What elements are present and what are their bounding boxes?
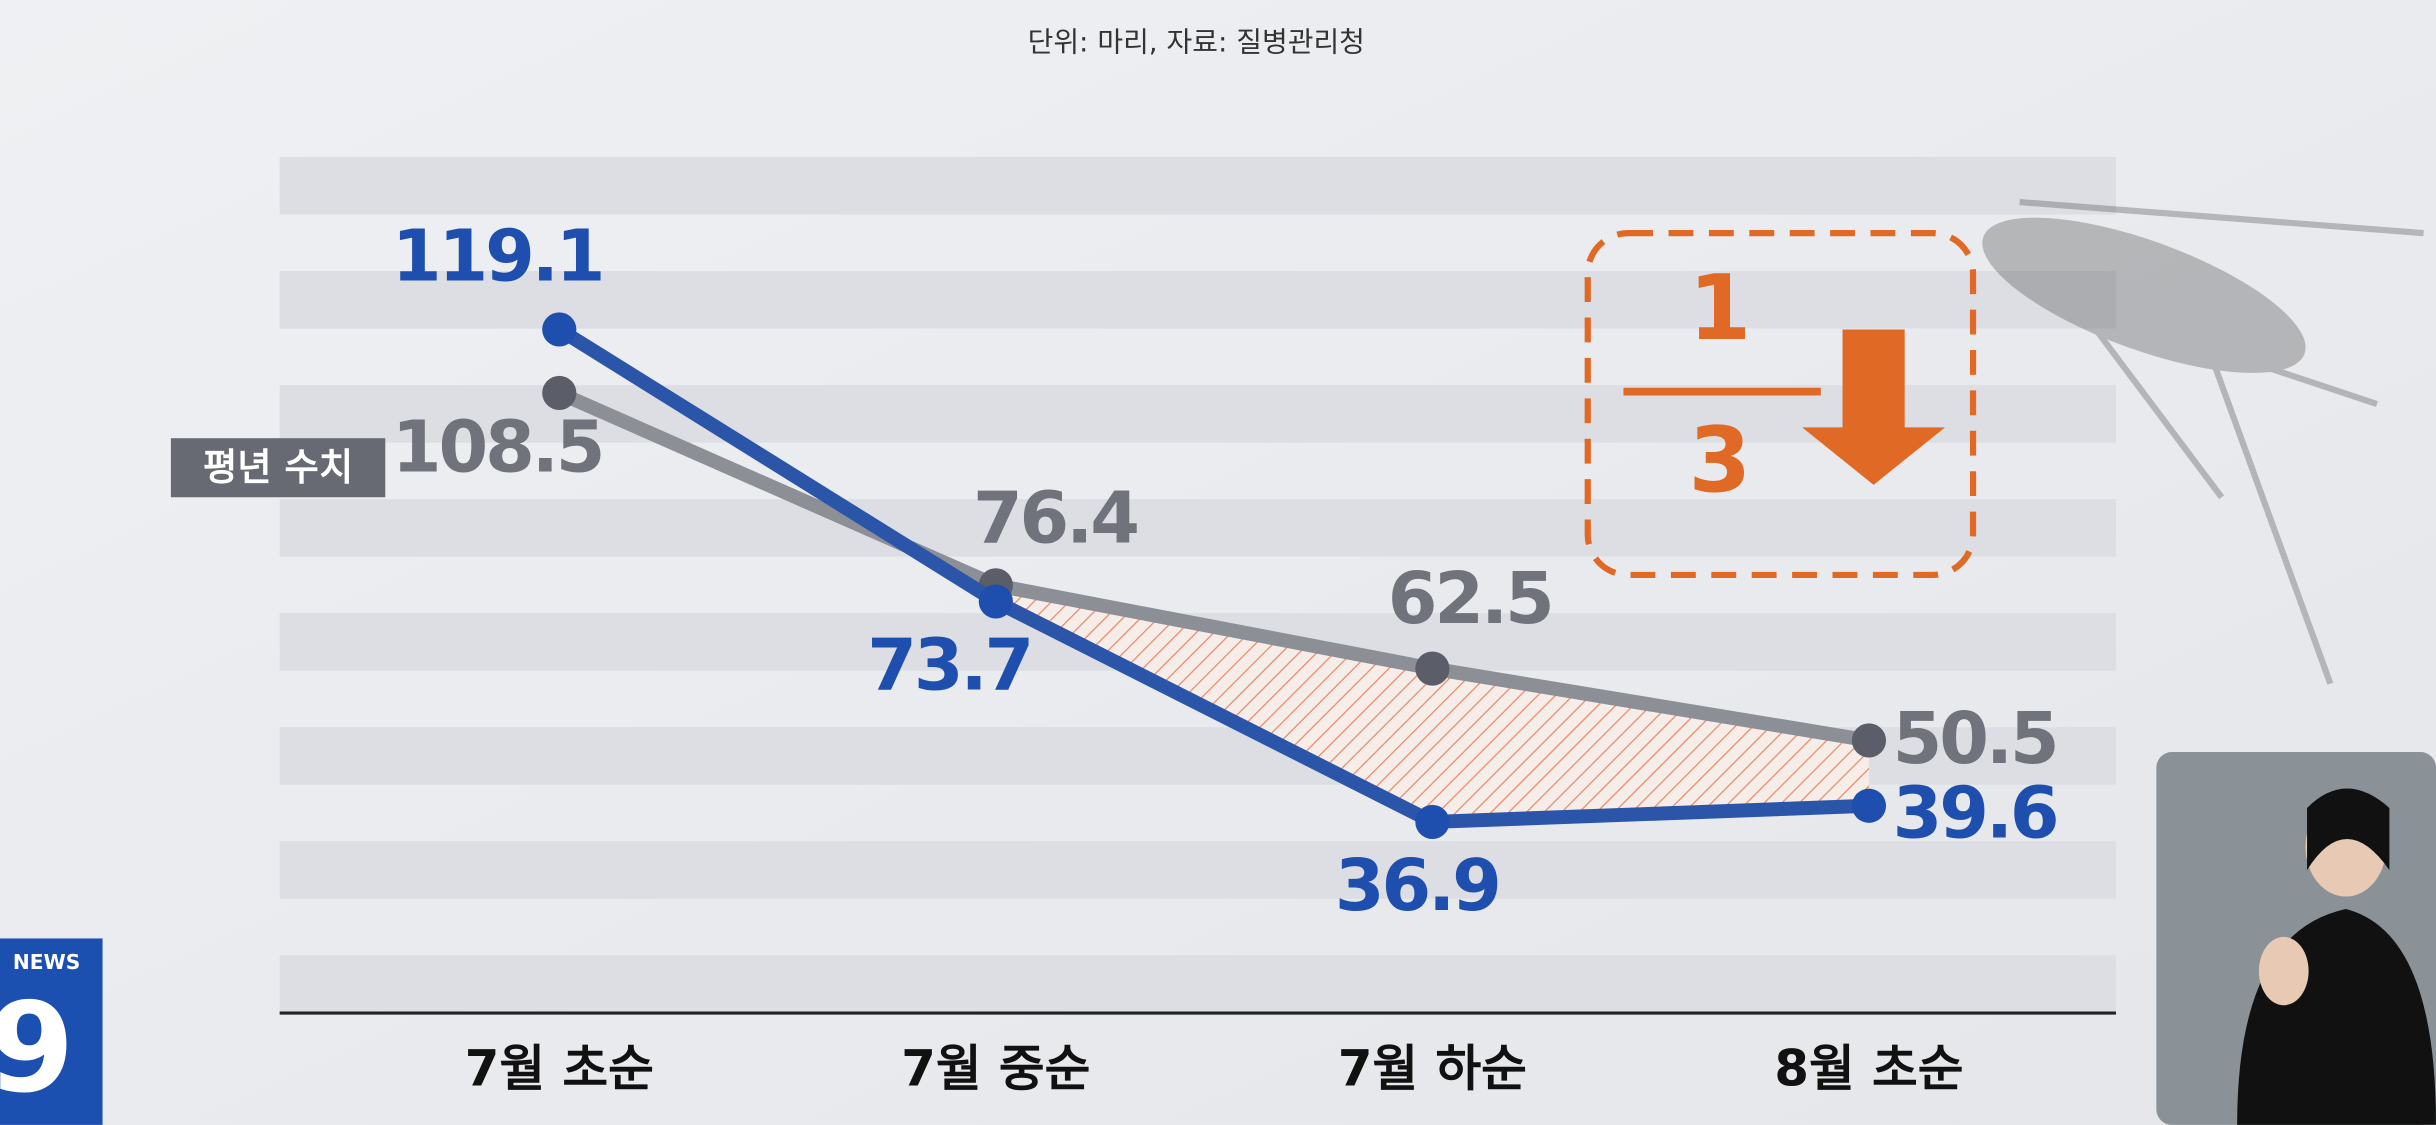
line <box>556 386 1871 748</box>
point <box>1851 723 1887 758</box>
sign-interpreter <box>2156 752 2436 1125</box>
data-label: 108.5 <box>392 406 602 489</box>
line <box>555 323 1870 829</box>
point <box>1851 788 1887 823</box>
interpreter-hair <box>2307 788 2390 871</box>
x-tick-label: 8월 초순 <box>1774 1040 1963 1098</box>
point <box>542 375 577 411</box>
down-arrow <box>1802 329 1946 485</box>
stripe <box>279 499 2116 557</box>
data-label: 73.7 <box>867 623 1031 706</box>
logo: NEWS 9 <box>0 938 103 1125</box>
logo-brand: NEWS <box>13 950 80 974</box>
interpreter-hands <box>2258 936 2309 1006</box>
x-tick-label: 7월 초순 <box>465 1040 654 1098</box>
x-tick-label: 7월 하순 <box>1338 1040 1527 1098</box>
point <box>542 312 577 347</box>
difference-area <box>995 585 1869 822</box>
stripe <box>279 157 2116 215</box>
data-label: 50.5 <box>1893 697 2057 780</box>
point <box>1415 651 1450 686</box>
point <box>978 584 1013 619</box>
subtitle: 단위: 마리, 자료: 질병관리청 <box>1028 26 1365 59</box>
stripe <box>279 271 2116 329</box>
x-tick-label: 7월 중순 <box>901 1040 1090 1098</box>
stripe <box>279 841 2116 899</box>
data-label: 119.1 <box>392 215 602 298</box>
data-label: 62.5 <box>1388 557 1552 640</box>
annotation-box <box>1584 230 1977 579</box>
legend-box <box>170 438 386 498</box>
data-label: 76.4 <box>973 477 1137 560</box>
data-label: 36.9 <box>1335 844 1499 927</box>
plot: 7월 초순 7월 중순 7월 하순 8월 초순 108.5 76.4 62.5 50.5 평년 … <box>170 215 2060 1098</box>
logo-box <box>0 938 103 1125</box>
stripe <box>279 955 2116 1013</box>
mosquito-image <box>1982 198 2424 685</box>
logo-number: 9 <box>0 977 74 1121</box>
legend-label: 평년 수치 <box>203 445 353 489</box>
point <box>1415 804 1450 840</box>
data-label: 39.6 <box>1893 772 2057 855</box>
fraction-denominator: 3 <box>1688 408 1751 513</box>
fraction-numerator: 1 <box>1688 256 1751 361</box>
annotation: 1 3 <box>1584 230 1977 579</box>
